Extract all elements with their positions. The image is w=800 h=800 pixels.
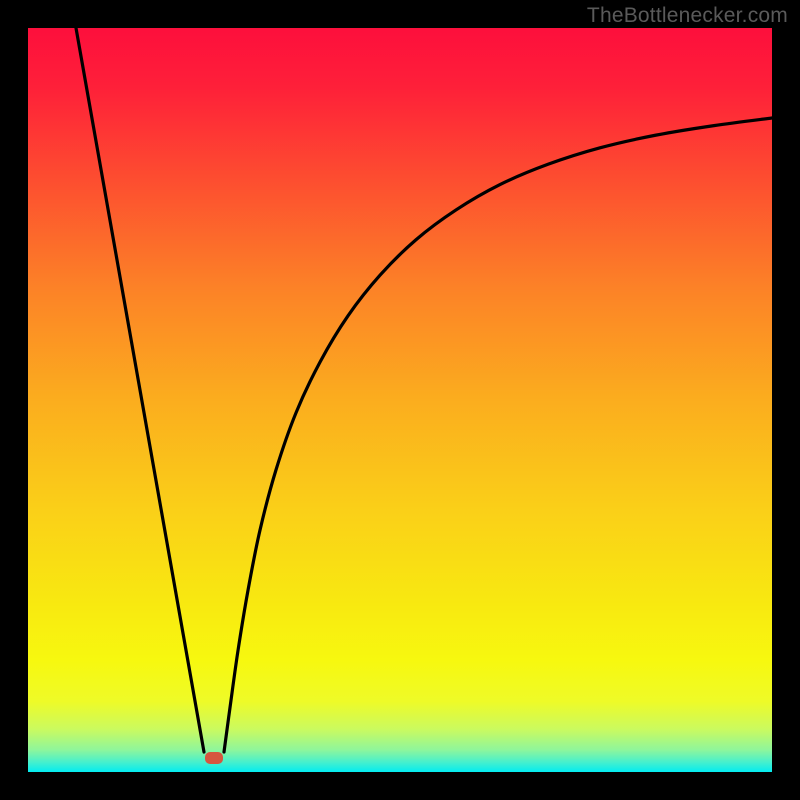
chart-container: TheBottlenecker.com — [0, 0, 800, 800]
valley-marker — [205, 752, 223, 764]
chart-svg — [28, 28, 772, 772]
gradient-background — [28, 28, 772, 772]
plot-area — [28, 28, 772, 772]
watermark-text: TheBottlenecker.com — [587, 4, 788, 28]
